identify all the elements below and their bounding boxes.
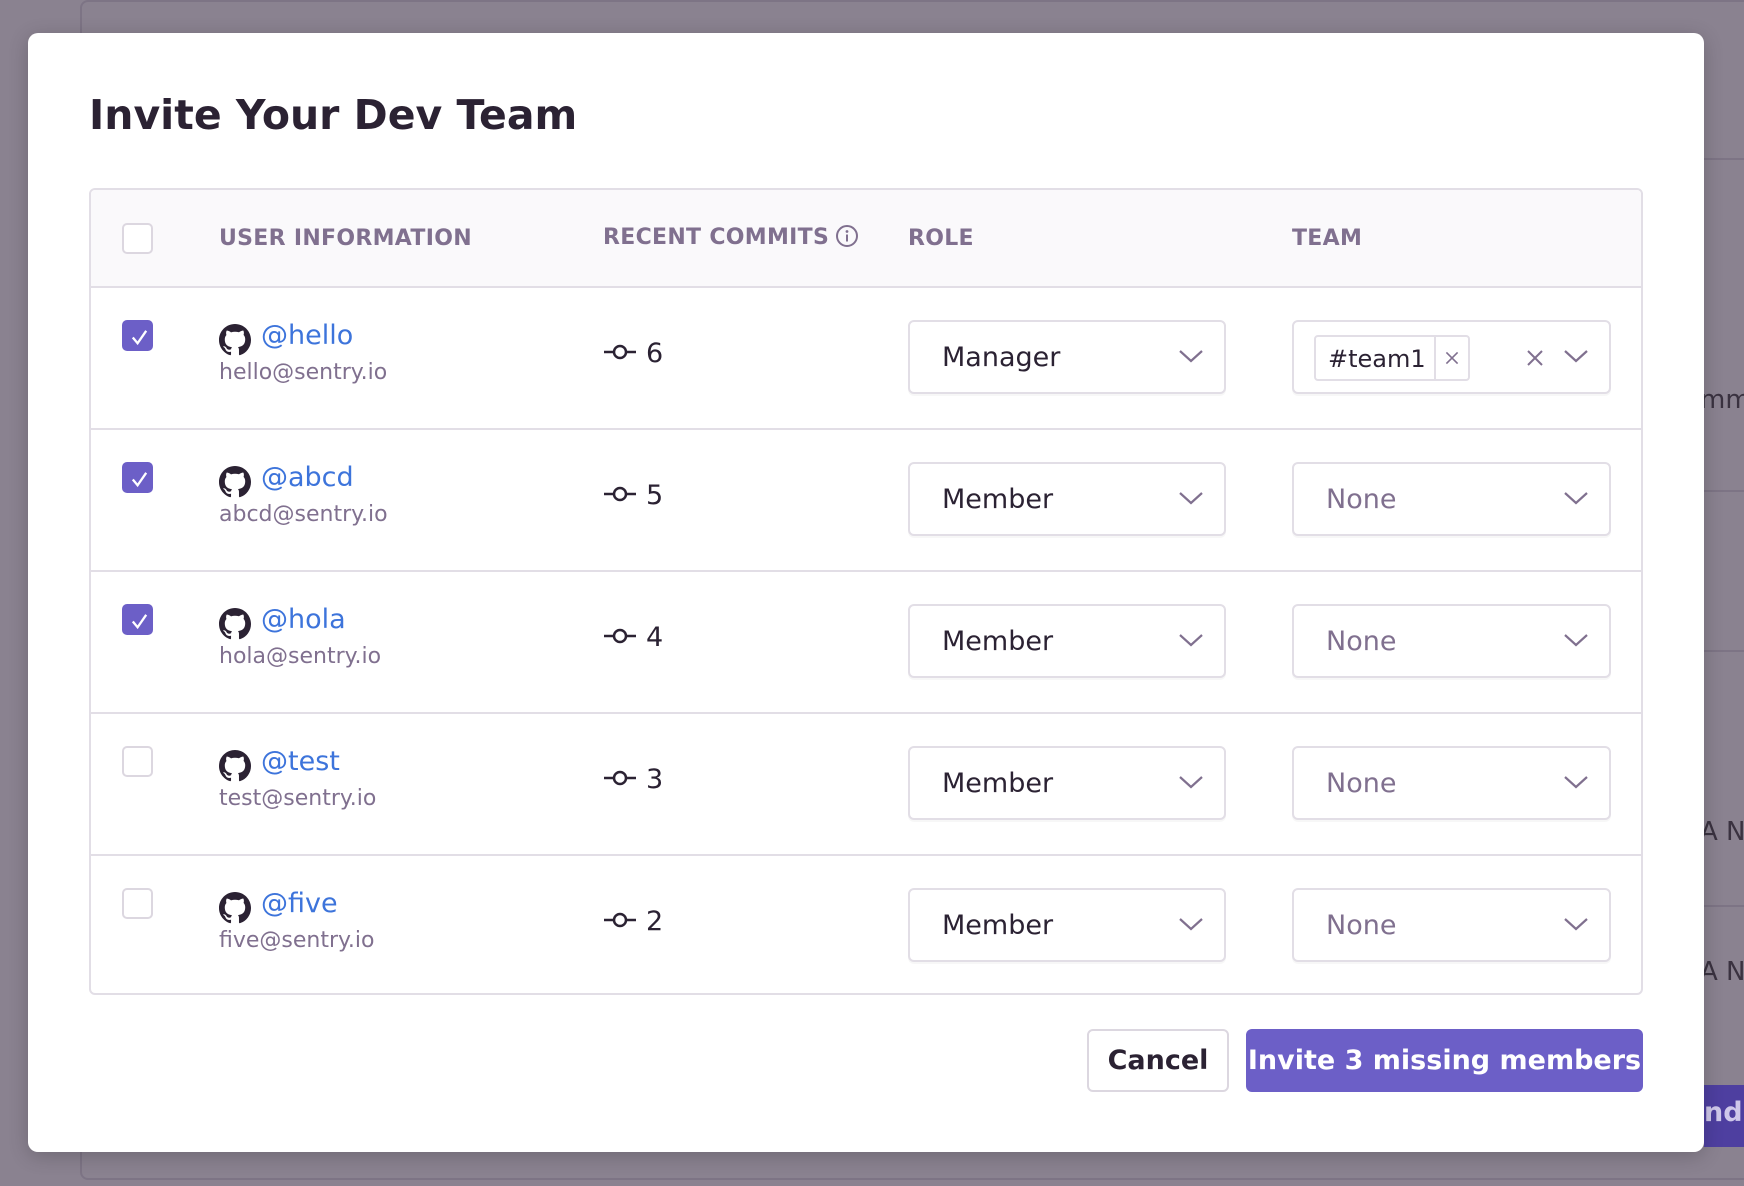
github-icon [219, 466, 251, 502]
role-value: Member [942, 484, 1054, 515]
role-select[interactable]: Member [908, 888, 1226, 962]
members-table: USER INFORMATION RECENT COMMITS ROLE TEA… [89, 188, 1643, 995]
commit-count: 6 [646, 338, 664, 369]
github-icon [219, 750, 251, 786]
team-select[interactable]: None [1292, 746, 1611, 820]
chevron-down-icon [1178, 774, 1204, 794]
chevron-down-icon [1178, 916, 1204, 936]
role-value: Manager [942, 342, 1061, 373]
chevron-down-icon [1563, 774, 1589, 794]
invite-modal: Invite Your Dev Team USER INFORMATION RE… [28, 33, 1704, 1152]
team-value: None [1326, 910, 1397, 941]
commit-icon [603, 768, 637, 792]
github-icon [219, 608, 251, 644]
row-checkbox[interactable] [122, 320, 153, 351]
username-link[interactable]: @hello [261, 320, 354, 351]
clear-icon[interactable] [1525, 348, 1545, 372]
header-recent-commits-label: RECENT COMMITS [603, 225, 830, 250]
commit-count: 4 [646, 622, 664, 653]
commit-count: 2 [646, 906, 664, 937]
table-row: @hola hola@sentry.io 4 Member None [91, 572, 1641, 714]
commit-count: 5 [646, 480, 664, 511]
background-text: A No [1700, 957, 1744, 987]
team-select[interactable]: #team1 [1292, 320, 1611, 394]
chevron-down-icon [1178, 490, 1204, 510]
user-email: five@sentry.io [219, 928, 375, 953]
table-row: @five five@sentry.io 2 Member None [91, 856, 1641, 993]
role-select[interactable]: Manager [908, 320, 1226, 394]
table-row: @hello hello@sentry.io 6 Manager #team1 [91, 288, 1641, 430]
user-email: abcd@sentry.io [219, 502, 388, 527]
remove-tag-icon[interactable] [1436, 337, 1468, 379]
header-user-information: USER INFORMATION [219, 226, 472, 251]
role-select[interactable]: Member [908, 462, 1226, 536]
team-select[interactable]: None [1292, 604, 1611, 678]
team-select[interactable]: None [1292, 462, 1611, 536]
chevron-down-icon [1563, 490, 1589, 510]
table-row: @abcd abcd@sentry.io 5 Member None [91, 430, 1641, 572]
modal-title: Invite Your Dev Team [89, 91, 578, 139]
commit-count: 3 [646, 764, 664, 795]
username-link[interactable]: @abcd [261, 462, 354, 493]
team-value: None [1326, 626, 1397, 657]
team-value: None [1326, 484, 1397, 515]
user-email: test@sentry.io [219, 786, 377, 811]
user-email: hello@sentry.io [219, 360, 388, 385]
github-icon [219, 892, 251, 928]
background-text: mmit [1700, 385, 1744, 415]
user-email: hola@sentry.io [219, 644, 382, 669]
team-tag-label: #team1 [1316, 337, 1436, 379]
username-link[interactable]: @test [261, 746, 340, 777]
username-link[interactable]: @five [261, 888, 338, 919]
select-all-checkbox[interactable] [122, 223, 153, 254]
background-button: nd [1704, 1085, 1744, 1147]
row-checkbox[interactable] [122, 888, 153, 919]
role-value: Member [942, 626, 1054, 657]
row-checkbox[interactable] [122, 462, 153, 493]
header-role: ROLE [908, 226, 974, 251]
header-recent-commits: RECENT COMMITS [603, 224, 859, 254]
commit-icon [603, 910, 637, 934]
github-icon [219, 324, 251, 360]
info-icon[interactable] [835, 224, 859, 254]
background-divider [1704, 905, 1744, 907]
username-link[interactable]: @hola [261, 604, 346, 635]
row-checkbox[interactable] [122, 604, 153, 635]
chevron-down-icon [1563, 916, 1589, 936]
header-team: TEAM [1292, 226, 1363, 251]
cancel-button[interactable]: Cancel [1087, 1029, 1229, 1092]
team-tag: #team1 [1314, 335, 1470, 381]
commit-icon [603, 484, 637, 508]
background-text: A No [1700, 817, 1744, 847]
commit-icon [603, 626, 637, 650]
background-divider [1704, 650, 1744, 652]
chevron-down-icon [1563, 348, 1589, 368]
row-checkbox[interactable] [122, 746, 153, 777]
chevron-down-icon [1563, 632, 1589, 652]
chevron-down-icon [1178, 348, 1204, 368]
table-header: USER INFORMATION RECENT COMMITS ROLE TEA… [91, 190, 1641, 288]
role-select[interactable]: Member [908, 604, 1226, 678]
chevron-down-icon [1178, 632, 1204, 652]
table-row: @test test@sentry.io 3 Member None [91, 714, 1641, 856]
team-select[interactable]: None [1292, 888, 1611, 962]
role-value: Member [942, 910, 1054, 941]
role-value: Member [942, 768, 1054, 799]
background-divider [1704, 490, 1744, 492]
background-divider [1704, 158, 1744, 160]
commit-icon [603, 342, 637, 366]
role-select[interactable]: Member [908, 746, 1226, 820]
team-value: None [1326, 768, 1397, 799]
invite-members-button[interactable]: Invite 3 missing members [1246, 1029, 1643, 1092]
